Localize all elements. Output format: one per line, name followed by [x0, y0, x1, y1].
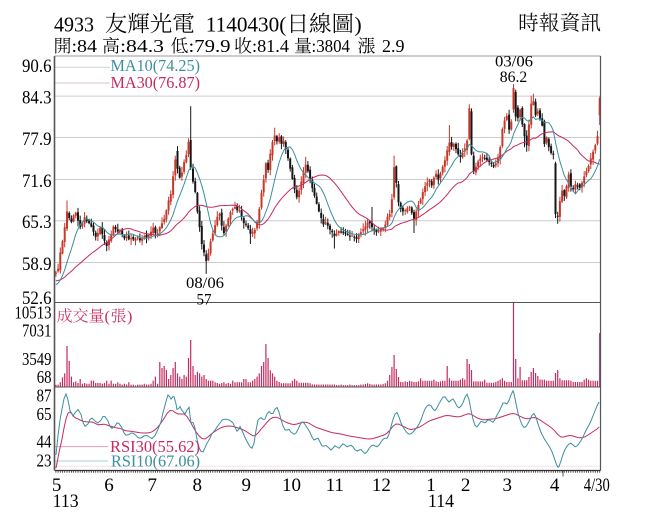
svg-text:1: 1	[426, 475, 436, 496]
svg-text:84.3: 84.3	[22, 87, 52, 108]
svg-text:): )	[355, 13, 362, 37]
svg-text:6: 6	[104, 475, 114, 496]
svg-text::84.3: :84.3	[120, 36, 164, 56]
svg-text:90.6: 90.6	[22, 56, 52, 77]
svg-text:113: 113	[53, 492, 79, 512]
svg-text:RSI10(67.06): RSI10(67.06)	[111, 452, 200, 471]
svg-text:68: 68	[37, 367, 52, 387]
svg-text:4/30: 4/30	[584, 475, 610, 496]
svg-text:(: (	[105, 309, 110, 326]
svg-text:): )	[127, 309, 132, 326]
svg-text:4: 4	[550, 475, 560, 496]
svg-text:10: 10	[282, 475, 301, 496]
svg-text:86.2: 86.2	[500, 69, 528, 86]
svg-text:87: 87	[37, 386, 52, 406]
svg-text:08/06: 08/06	[186, 275, 224, 292]
svg-text:44: 44	[37, 431, 52, 451]
svg-text:11: 11	[326, 475, 344, 496]
svg-text:4933: 4933	[54, 13, 94, 37]
svg-text:7031: 7031	[22, 321, 52, 341]
svg-text:71.6: 71.6	[22, 171, 52, 192]
svg-text:03/06: 03/06	[495, 54, 533, 71]
svg-text:10513: 10513	[15, 302, 52, 322]
svg-text:12: 12	[372, 475, 391, 496]
svg-text::3804: :3804	[312, 36, 351, 56]
svg-text:8: 8	[193, 475, 203, 496]
svg-text:65.3: 65.3	[22, 212, 52, 233]
svg-text:MA10(74.25): MA10(74.25)	[111, 56, 201, 75]
svg-text:3: 3	[502, 475, 512, 496]
svg-text:7: 7	[147, 475, 157, 496]
svg-text:77.9: 77.9	[22, 129, 52, 150]
svg-text:9: 9	[242, 475, 252, 496]
svg-text:2.9: 2.9	[382, 36, 405, 56]
svg-text:65: 65	[37, 404, 52, 424]
svg-text:23: 23	[37, 451, 52, 471]
svg-text:1140430(: 1140430(	[206, 13, 286, 37]
svg-text:52.6: 52.6	[22, 288, 52, 309]
svg-text:3549: 3549	[22, 349, 52, 369]
svg-text:5: 5	[52, 475, 62, 496]
svg-text::84: :84	[72, 36, 98, 56]
svg-text:RSI30(55.62): RSI30(55.62)	[110, 437, 200, 456]
svg-text:114: 114	[428, 492, 454, 512]
svg-text:2: 2	[461, 475, 471, 496]
svg-text:58.9: 58.9	[22, 254, 52, 275]
svg-text::81.4: :81.4	[252, 36, 289, 56]
svg-text:MA30(76.87): MA30(76.87)	[111, 73, 201, 92]
svg-text:57: 57	[197, 291, 212, 308]
svg-text::79.9: :79.9	[189, 36, 231, 56]
